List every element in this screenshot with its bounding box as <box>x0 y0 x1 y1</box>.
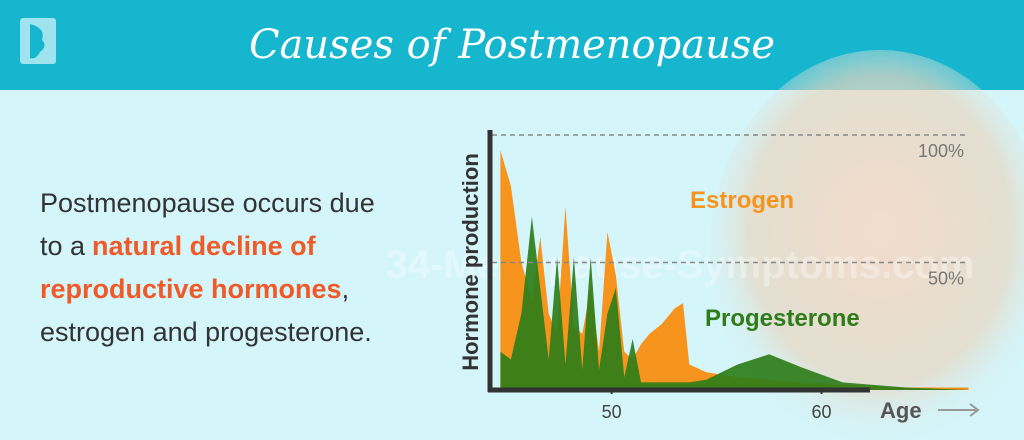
text-line: Postmenopause occurs due <box>40 182 375 225</box>
x-axis-label: Age <box>880 398 922 423</box>
text-line: estrogen and progesterone. <box>40 311 375 354</box>
series-label: Estrogen <box>690 187 794 214</box>
area <box>500 216 969 390</box>
paragraph: Postmenopause occurs due to a natural dec… <box>40 182 375 354</box>
y-tick-label: 100% <box>918 141 964 161</box>
highlight: natural decline of <box>92 231 316 261</box>
arrow <box>938 403 980 417</box>
text-line: reproductive hormones, <box>40 268 375 311</box>
title: Causes of Postmenopause <box>249 22 775 68</box>
text-line: to a natural decline of <box>40 225 375 268</box>
text: , <box>341 274 350 304</box>
logo-icon <box>20 18 56 64</box>
y-axis-label: Hormone production <box>458 153 483 371</box>
photo <box>710 50 1024 440</box>
text: Postmenopause occurs due <box>40 188 375 218</box>
highlight: reproductive hormones <box>40 274 342 304</box>
series-label: Progesterone <box>705 305 860 332</box>
x-tick-label: 50 <box>602 402 622 422</box>
y-tick-label: 50% <box>928 269 964 289</box>
watermark: 34-Menopause-Symptoms.com <box>385 243 974 287</box>
x-tick-label: 60 <box>812 402 832 422</box>
text: to a <box>40 231 86 261</box>
text: estrogen and progesterone. <box>40 317 372 347</box>
